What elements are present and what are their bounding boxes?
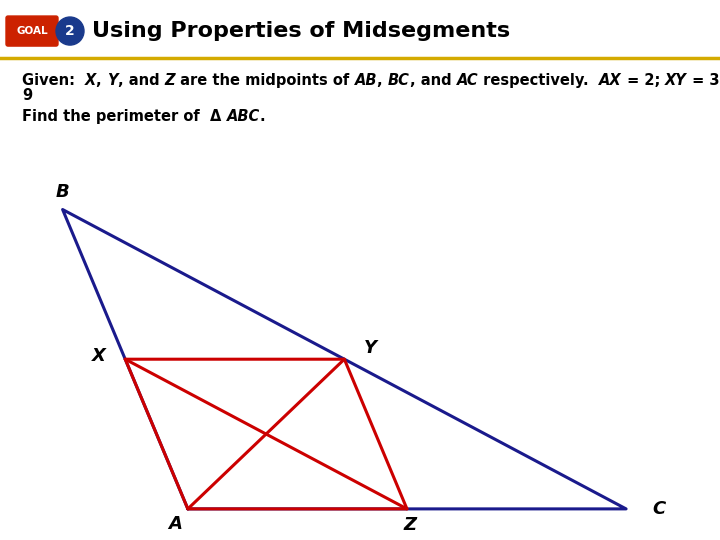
Text: Using Properties of Midsegments: Using Properties of Midsegments bbox=[92, 21, 510, 41]
Text: Z: Z bbox=[404, 516, 417, 534]
Text: Y: Y bbox=[107, 73, 118, 88]
Text: C: C bbox=[652, 500, 665, 518]
Text: XY: XY bbox=[665, 73, 687, 88]
Text: X: X bbox=[85, 73, 96, 88]
Text: B: B bbox=[55, 183, 70, 201]
Text: ABC: ABC bbox=[227, 109, 260, 124]
Text: = 3;: = 3; bbox=[687, 73, 720, 88]
Text: X: X bbox=[92, 347, 106, 365]
Text: Y: Y bbox=[364, 339, 377, 356]
Text: ,: , bbox=[96, 73, 107, 88]
Text: .: . bbox=[260, 109, 266, 124]
Circle shape bbox=[56, 17, 84, 45]
Text: Given:: Given: bbox=[22, 73, 85, 88]
Text: AC: AC bbox=[456, 73, 478, 88]
Text: 9: 9 bbox=[22, 88, 32, 103]
Text: , and: , and bbox=[118, 73, 165, 88]
Text: , and: , and bbox=[410, 73, 456, 88]
Text: 2: 2 bbox=[65, 24, 75, 38]
FancyBboxPatch shape bbox=[6, 16, 58, 46]
Text: are the midpoints of: are the midpoints of bbox=[175, 73, 355, 88]
Text: GOAL: GOAL bbox=[16, 26, 48, 36]
Text: respectively.: respectively. bbox=[478, 73, 599, 88]
Text: AB: AB bbox=[355, 73, 377, 88]
Text: ,: , bbox=[377, 73, 388, 88]
Text: Z: Z bbox=[165, 73, 175, 88]
Text: AX: AX bbox=[599, 73, 621, 88]
Text: A: A bbox=[168, 516, 182, 534]
Text: = 2;: = 2; bbox=[621, 73, 665, 88]
Text: BC: BC bbox=[388, 73, 410, 88]
Text: Find the perimeter of  Δ: Find the perimeter of Δ bbox=[22, 109, 227, 124]
